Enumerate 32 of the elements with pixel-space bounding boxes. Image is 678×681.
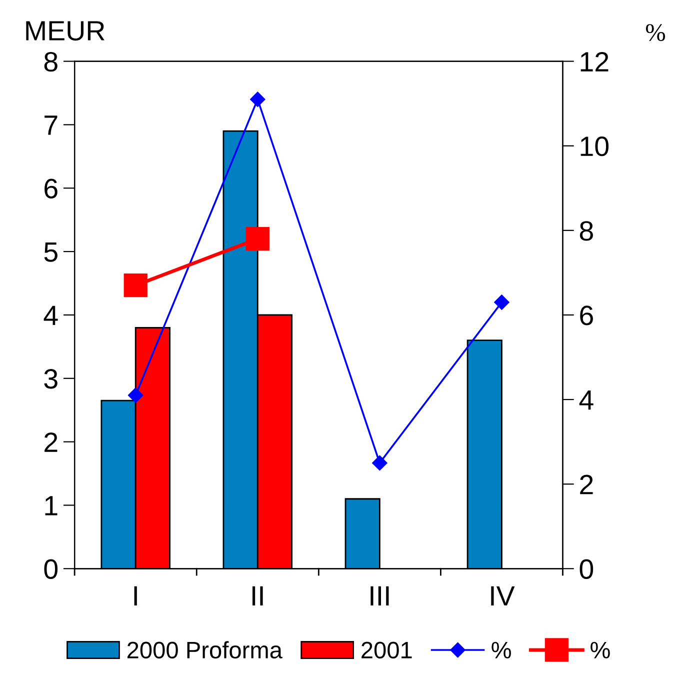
x-tick-label: IV: [491, 586, 515, 606]
y-tick-label: 2: [44, 432, 58, 452]
y-tick-label: 0: [44, 559, 58, 579]
legend-label: 2000 Proforma: [127, 641, 282, 658]
point: [128, 388, 144, 403]
y2-tick-label: 12: [580, 52, 608, 72]
y2-tick-label: 0: [580, 559, 594, 579]
point: [250, 92, 266, 107]
y-tick-label: 8: [44, 52, 58, 72]
point: [372, 455, 388, 471]
y-tick-label: 4: [44, 306, 58, 326]
y-tick-label: 1: [45, 496, 58, 516]
y2-tick-label: 6: [580, 306, 593, 326]
x-tick-label: II: [252, 586, 263, 606]
y-axis-title: MEUR: [26, 21, 104, 41]
point: [494, 294, 510, 310]
legend-label: 2001: [362, 642, 412, 658]
legend-label: %: [590, 642, 610, 658]
legend-label: %: [492, 642, 511, 658]
x-tick-label: I: [134, 586, 137, 606]
point: [124, 274, 148, 298]
y-tick-label: 7: [44, 116, 58, 135]
y2-tick-label: 2: [580, 474, 593, 494]
x-tick-label: III: [370, 586, 389, 606]
y-tick-label: 6: [44, 178, 58, 198]
y2-tick-label: 10: [580, 136, 609, 156]
y-tick-label: 5: [44, 242, 58, 262]
point: [246, 227, 270, 251]
y2-tick-label: 4: [579, 390, 594, 410]
y-tick-label: 3: [44, 369, 58, 389]
y2-axis-title: %: [646, 24, 666, 42]
y2-tick-label: 8: [580, 221, 593, 241]
